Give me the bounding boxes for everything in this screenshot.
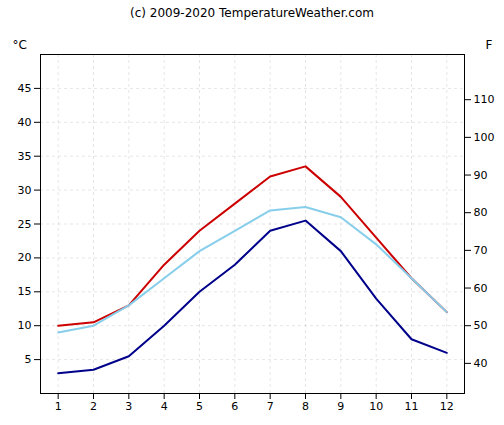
svg-text:6: 6: [231, 400, 238, 413]
svg-text:9: 9: [337, 400, 344, 413]
svg-text:25: 25: [18, 218, 32, 231]
svg-text:15: 15: [18, 285, 32, 298]
svg-text:8: 8: [302, 400, 309, 413]
svg-text:40: 40: [474, 357, 488, 370]
svg-text:7: 7: [267, 400, 274, 413]
svg-text:10: 10: [18, 319, 32, 332]
svg-text:35: 35: [18, 150, 32, 163]
svg-text:4: 4: [161, 400, 168, 413]
svg-text:30: 30: [18, 184, 32, 197]
svg-text:110: 110: [474, 93, 495, 106]
svg-text:1: 1: [55, 400, 62, 413]
svg-text:°C: °C: [13, 38, 27, 52]
svg-text:5: 5: [196, 400, 203, 413]
svg-text:60: 60: [474, 282, 488, 295]
svg-text:90: 90: [474, 169, 488, 182]
svg-text:80: 80: [474, 206, 488, 219]
svg-text:3: 3: [125, 400, 132, 413]
svg-text:40: 40: [18, 116, 32, 129]
svg-text:20: 20: [18, 251, 32, 264]
svg-text:70: 70: [474, 244, 488, 257]
svg-text:12: 12: [440, 400, 454, 413]
svg-text:F: F: [486, 38, 493, 52]
svg-text:10: 10: [369, 400, 383, 413]
svg-text:100: 100: [474, 131, 495, 144]
svg-text:2: 2: [90, 400, 97, 413]
svg-text:50: 50: [474, 319, 488, 332]
svg-text:11: 11: [405, 400, 419, 413]
html-text:(c) 2009-2020 TemperatureWeath: (c) 2009-2020 TemperatureWeather.com: [130, 6, 374, 20]
svg-text:45: 45: [18, 82, 32, 95]
svg-text:5: 5: [25, 353, 32, 366]
